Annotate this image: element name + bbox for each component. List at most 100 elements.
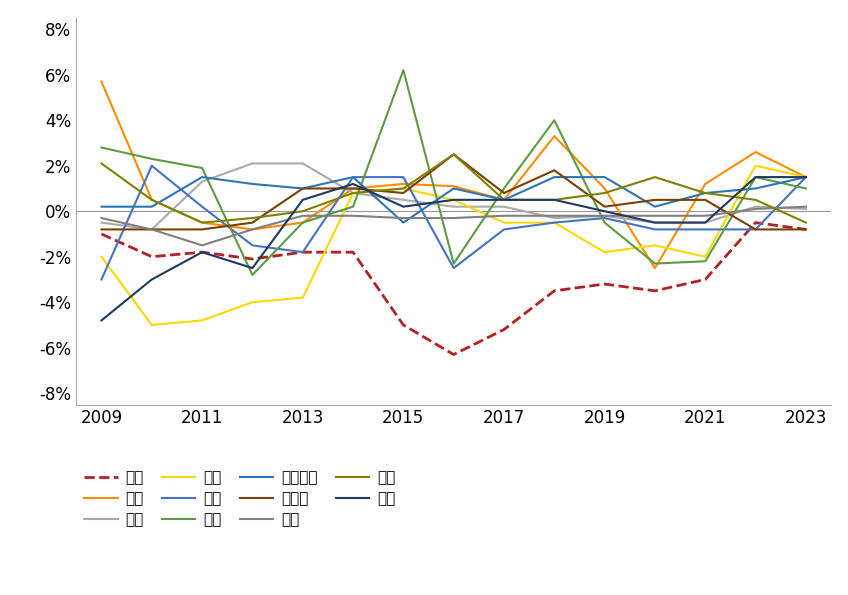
澳大利亚	[801, 174, 811, 181]
英国	[97, 219, 107, 226]
美国	[97, 78, 107, 85]
澳大利亚	[499, 196, 509, 203]
俄罗斯	[750, 226, 761, 233]
印度	[147, 226, 157, 233]
印度	[298, 212, 308, 220]
澳大利亚	[348, 174, 358, 181]
美国	[147, 196, 157, 203]
南非	[499, 196, 509, 203]
德国	[700, 253, 711, 260]
Line: 中国: 中国	[102, 223, 806, 355]
美国	[399, 180, 409, 187]
中国	[600, 280, 610, 287]
巴西	[449, 151, 459, 158]
俄罗斯	[197, 226, 207, 233]
俄罗斯	[348, 185, 358, 192]
巴西	[750, 196, 761, 203]
英国	[499, 203, 509, 210]
英国	[650, 219, 660, 226]
英国	[197, 178, 207, 185]
法国	[700, 226, 711, 233]
澳大利亚	[399, 219, 409, 226]
日本	[550, 117, 560, 124]
南非	[248, 265, 258, 272]
德国	[750, 162, 761, 170]
印度	[348, 212, 358, 220]
法国	[97, 276, 107, 283]
印度	[449, 214, 459, 221]
英国	[750, 203, 761, 210]
印度	[650, 212, 660, 220]
德国	[801, 174, 811, 181]
中国	[650, 287, 660, 295]
日本	[499, 185, 509, 192]
英国	[248, 160, 258, 167]
印度	[97, 214, 107, 221]
英国	[600, 212, 610, 220]
俄罗斯	[700, 196, 711, 203]
南非	[348, 180, 358, 187]
印度	[399, 214, 409, 221]
Line: 俄罗斯: 俄罗斯	[102, 154, 806, 230]
俄罗斯	[650, 196, 660, 203]
中国	[97, 230, 107, 237]
美国	[700, 180, 711, 187]
南非	[750, 174, 761, 181]
德国	[650, 242, 660, 249]
澳大利亚	[97, 203, 107, 210]
法国	[248, 242, 258, 249]
Line: 印度: 印度	[102, 206, 806, 245]
法国	[147, 162, 157, 170]
中国	[298, 249, 308, 256]
印度	[197, 242, 207, 249]
中国	[348, 249, 358, 256]
南非	[147, 276, 157, 283]
英国	[550, 214, 560, 221]
美国	[348, 185, 358, 192]
俄罗斯	[499, 189, 509, 196]
南非	[700, 219, 711, 226]
印度	[248, 226, 258, 233]
日本	[97, 144, 107, 151]
英国	[700, 219, 711, 226]
英国	[449, 203, 459, 210]
印度	[801, 203, 811, 210]
日本	[298, 219, 308, 226]
南非	[650, 219, 660, 226]
Line: 澳大利亚: 澳大利亚	[102, 177, 806, 223]
美国	[550, 133, 560, 140]
中国	[801, 226, 811, 233]
德国	[97, 253, 107, 260]
巴西	[97, 160, 107, 167]
Line: 巴西: 巴西	[102, 154, 806, 223]
美国	[801, 174, 811, 181]
日本	[248, 271, 258, 278]
南非	[600, 208, 610, 215]
Line: 美国: 美国	[102, 82, 806, 268]
美国	[600, 185, 610, 192]
德国	[600, 249, 610, 256]
印度	[550, 212, 560, 220]
日本	[449, 260, 459, 267]
澳大利亚	[600, 174, 610, 181]
澳大利亚	[298, 185, 308, 192]
巴西	[147, 196, 157, 203]
南非	[801, 174, 811, 181]
德国	[147, 321, 157, 328]
中国	[399, 321, 409, 328]
俄罗斯	[97, 226, 107, 233]
中国	[449, 351, 459, 358]
澳大利亚	[550, 174, 560, 181]
美国	[298, 219, 308, 226]
Line: 英国: 英国	[102, 164, 806, 230]
德国	[499, 219, 509, 226]
法国	[650, 226, 660, 233]
日本	[399, 67, 409, 74]
印度	[700, 212, 711, 220]
德国	[449, 196, 459, 203]
俄罗斯	[449, 151, 459, 158]
俄罗斯	[600, 203, 610, 210]
中国	[197, 249, 207, 256]
德国	[298, 294, 308, 301]
美国	[248, 226, 258, 233]
